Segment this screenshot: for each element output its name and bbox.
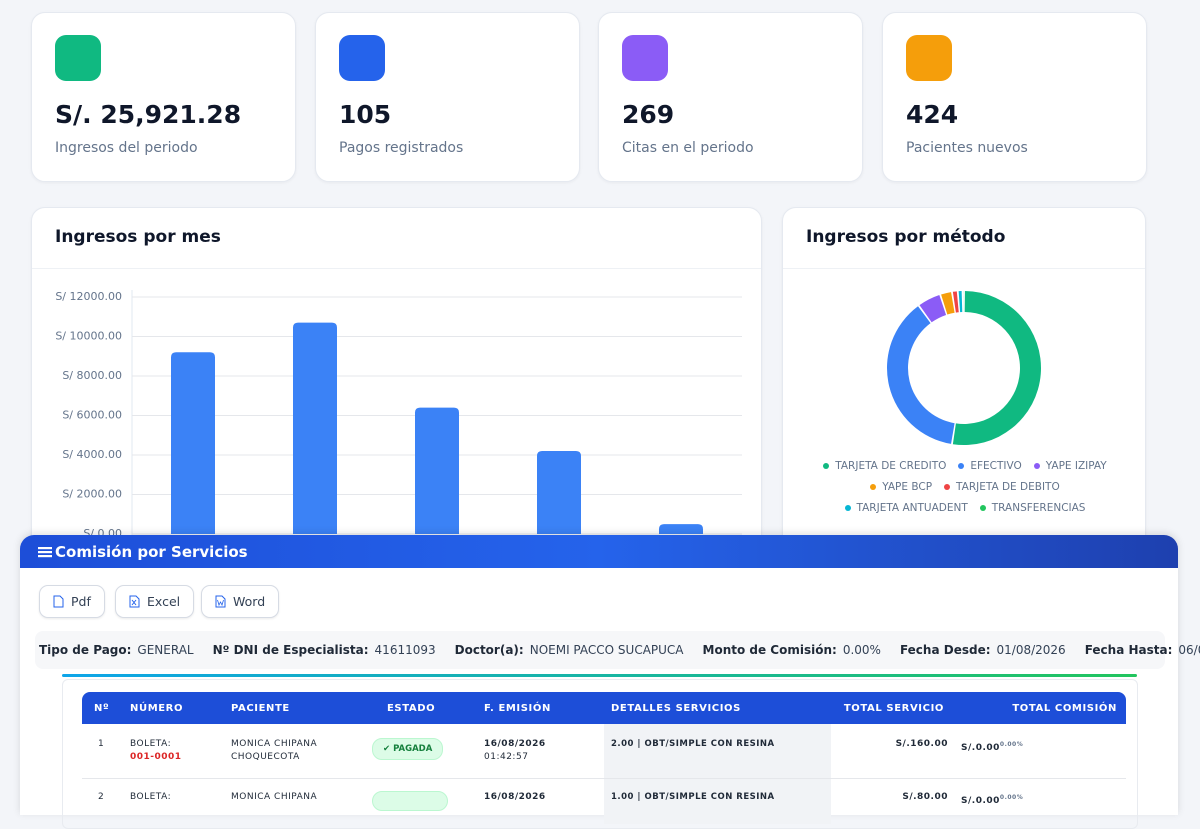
legend-swatch: [980, 505, 986, 511]
legend-label: YAPE IZIPAY: [1046, 460, 1107, 472]
bar: [659, 524, 703, 534]
commission-rate: 0.00%: [1000, 741, 1023, 748]
y-tick-label: S/ 6000.00: [62, 409, 122, 422]
y-tick-label: S/ 10000.00: [55, 330, 122, 343]
cell: 1: [98, 738, 104, 751]
panel-header: Comisión por Servicios: [20, 535, 1178, 568]
y-tick-label: S/ 12000.00: [55, 290, 122, 303]
filter-label: Fecha Hasta:: [1085, 643, 1173, 657]
legend-label: TRANSFERENCIAS: [992, 502, 1086, 514]
legend-swatch: [845, 505, 851, 511]
filter-label: Doctor(a):: [455, 643, 524, 657]
filter-value: NOEMI PACCO SUCAPUCA: [530, 643, 684, 657]
legend-item[interactable]: TARJETA ANTUADENT: [845, 502, 968, 514]
legend-label: TARJETA DE CREDITO: [835, 460, 946, 472]
commission-amount: S/.0.00: [961, 796, 1000, 806]
filter-value: 41611093: [375, 643, 436, 657]
filter-summary: Tipo de Pago: GENERAL Nº DNI de Especiali…: [35, 631, 1165, 669]
y-tick-label: S/ 2000.00: [62, 488, 122, 501]
cell: 2.00 | OBT/SIMPLE CON RESINA: [611, 738, 775, 751]
cell: 01:42:57: [484, 751, 528, 764]
cell: S/.0.000.00%: [961, 738, 1023, 755]
export-button[interactable]: Pdf: [39, 585, 105, 618]
y-tick-label: S/ 4000.00: [62, 448, 122, 461]
column-header: F. EMISIÓN: [484, 703, 551, 714]
cell: S/.80.00: [902, 791, 948, 804]
filter-value: 06/09/2026: [1178, 643, 1200, 657]
column-header: ESTADO: [387, 703, 435, 714]
status-badge: [372, 791, 448, 811]
status-text: PAGADA: [393, 744, 432, 754]
filter-value: GENERAL: [137, 643, 193, 657]
legend-item[interactable]: EFECTIVO: [958, 460, 1021, 472]
legend-swatch: [958, 463, 964, 469]
status-badge: ✔ PAGADA: [372, 738, 443, 760]
filter-value: 0.00%: [843, 643, 881, 657]
cell: BOLETA:: [130, 791, 171, 804]
legend-item[interactable]: TARJETA DE DEBITO: [944, 481, 1060, 493]
column-header: TOTAL SERVICIO: [844, 703, 944, 714]
column-header: Nº: [94, 703, 109, 714]
cell: S/.160.00: [896, 738, 948, 751]
button-label: Word: [233, 594, 265, 609]
filter-label: Monto de Comisión:: [703, 643, 837, 657]
legend-item[interactable]: TARJETA DE CREDITO: [823, 460, 946, 472]
cell: MONICA CHIPANA CHOQUECOTA: [231, 738, 341, 764]
legend-label: TARJETA DE DEBITO: [956, 481, 1060, 493]
bar: [537, 451, 581, 534]
cell: 2: [98, 791, 104, 804]
legend-item[interactable]: TRANSFERENCIAS: [980, 502, 1086, 514]
legend: TARJETA DE CREDITO EFECTIVO YAPE IZIPAY YAP…: [805, 460, 1125, 514]
commission-amount: S/.0.00: [961, 743, 1000, 753]
legend-swatch: [870, 484, 876, 490]
cell: 1.00 | OBT/SIMPLE CON RESINA: [611, 791, 775, 804]
dashboard: S/. 25,921.28 Ingresos del periodo 105 P…: [0, 0, 1200, 800]
filter-label: Tipo de Pago:: [39, 643, 131, 657]
column-header: DETALLES SERVICIOS: [611, 703, 741, 714]
table-header: Nº NÚMERO PACIENTE ESTADO F. EMISIÓN DET…: [82, 692, 1126, 724]
legend-label: TARJETA ANTUADENT: [857, 502, 968, 514]
filter-value: 01/08/2026: [997, 643, 1066, 657]
panel-title: Comisión por Servicios: [55, 543, 248, 561]
pie-slice: [887, 306, 955, 444]
filter-label: Fecha Desde:: [900, 643, 991, 657]
column-header: TOTAL COMISIÓN: [1012, 703, 1117, 714]
button-label: Pdf: [71, 594, 91, 609]
bar: [415, 408, 459, 534]
cell: MONICA CHIPANA: [231, 791, 317, 804]
legend-label: EFECTIVO: [970, 460, 1021, 472]
pie-slice: [953, 291, 1041, 445]
column-header: PACIENTE: [231, 703, 290, 714]
button-label: Excel: [147, 594, 180, 609]
legend-item[interactable]: YAPE IZIPAY: [1034, 460, 1107, 472]
legend-swatch: [944, 484, 950, 490]
bar: [171, 352, 215, 534]
legend-swatch: [1034, 463, 1040, 469]
pie-slice: [959, 291, 963, 312]
y-tick-label: S/ 8000.00: [62, 369, 122, 382]
export-button[interactable]: Word: [201, 585, 279, 618]
cell: BOLETA:: [130, 738, 171, 751]
legend-item[interactable]: YAPE BCP: [870, 481, 932, 493]
legend-swatch: [823, 463, 829, 469]
commission-panel: Comisión por Servicios Pdf Excel Word Ti…: [20, 535, 1178, 815]
cell: 001-0001: [130, 751, 182, 764]
cell: 16/08/2026: [484, 738, 546, 751]
column-header: NÚMERO: [130, 703, 183, 714]
bar: [293, 323, 337, 534]
filter-label: Nº DNI de Especialista:: [213, 643, 369, 657]
cell: 16/08/2026: [484, 791, 546, 804]
legend-label: YAPE BCP: [882, 481, 932, 493]
export-button[interactable]: Excel: [115, 585, 194, 618]
